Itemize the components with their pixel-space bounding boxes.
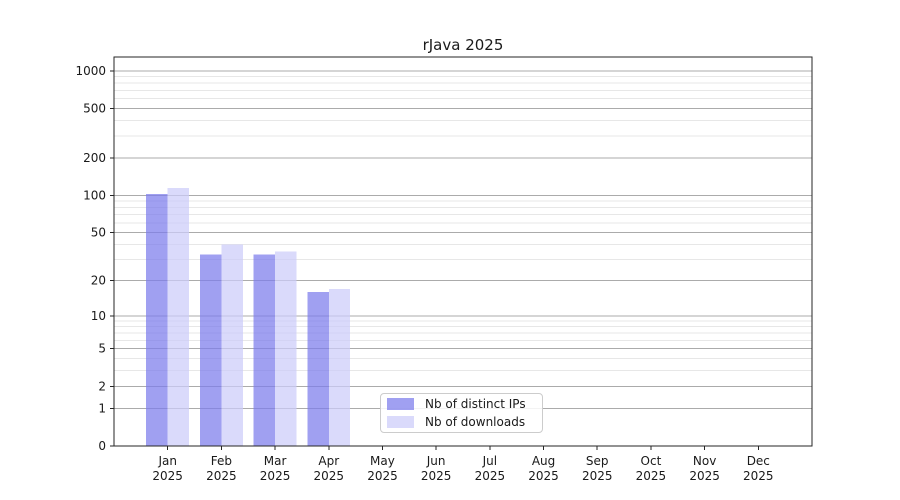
y-axis: 0 1 2 5 10 20 50 100 200 500 1000 (75, 64, 114, 453)
x-tick-label-year: 2025 (636, 469, 667, 483)
x-tick-label-month: Sep (586, 454, 609, 468)
y-tick-label: 5 (98, 342, 106, 356)
x-tick-label-year: 2025 (367, 469, 398, 483)
x-tick-label-month: Jan (157, 454, 177, 468)
x-tick-label-year: 2025 (528, 469, 559, 483)
legend-swatch-distinct-ips (387, 398, 414, 410)
y-tick-label: 10 (91, 309, 106, 323)
gridlines-minor (114, 76, 812, 372)
plot-border (113, 56, 813, 447)
x-tick-label-year: 2025 (260, 469, 291, 483)
bar-feb-ips (199, 254, 222, 446)
x-tick-label-month: Dec (747, 454, 770, 468)
y-tick-label: 20 (91, 274, 106, 288)
x-tick-label-month: Aug (532, 454, 555, 468)
y-tick-label: 500 (83, 102, 106, 116)
y-tick-label: 100 (83, 188, 106, 202)
bar-jan-ips (146, 193, 168, 446)
x-tick-label-month: Feb (211, 454, 232, 468)
x-tick-label-month: Jul (482, 454, 497, 468)
legend: Nb of distinct IPs Nb of downloads (380, 393, 543, 433)
x-tick-label-month: May (370, 454, 395, 468)
bars-distinct-ips (146, 193, 329, 446)
legend-label-distinct-ips: Nb of distinct IPs (425, 397, 526, 411)
legend-entry-distinct-ips: Nb of distinct IPs (387, 396, 542, 412)
x-tick-label-year: 2025 (313, 469, 344, 483)
x-tick-label-month: Apr (318, 454, 339, 468)
legend-swatch-downloads (387, 416, 414, 428)
x-tick-label-year: 2025 (689, 469, 720, 483)
x-tick-label-year: 2025 (475, 469, 506, 483)
x-tick-label-month: Oct (641, 454, 662, 468)
x-tick-label-month: Jun (426, 454, 446, 468)
y-tick-label: 50 (91, 226, 106, 240)
bars-downloads (167, 187, 351, 446)
bar-mar-downloads (275, 251, 297, 446)
bar-apr-downloads (328, 289, 351, 446)
x-tick-label-month: Nov (693, 454, 716, 468)
bar-mar-ips (253, 254, 276, 446)
chart-title: rJava 2025 (422, 36, 504, 54)
y-tick-label: 2 (98, 379, 106, 393)
x-tick-label-year: 2025 (743, 469, 774, 483)
y-tick-label: 0 (98, 439, 106, 453)
bar-apr-ips (307, 292, 329, 446)
legend-entry-downloads: Nb of downloads (387, 414, 542, 430)
y-tick-label: 1000 (75, 64, 106, 78)
bar-jan-downloads (167, 187, 190, 446)
y-tick-label: 1 (98, 401, 106, 415)
x-tick-label-year: 2025 (206, 469, 237, 483)
bar-feb-downloads (221, 244, 243, 446)
x-tick-label-year: 2025 (582, 469, 613, 483)
x-tick-label-year: 2025 (421, 469, 452, 483)
legend-label-downloads: Nb of downloads (425, 415, 526, 429)
x-axis: Jan2025Feb2025Mar2025Apr2025May2025Jun20… (152, 446, 774, 483)
x-tick-label-month: Mar (264, 454, 287, 468)
x-tick-label-year: 2025 (152, 469, 183, 483)
y-tick-label: 200 (83, 151, 106, 165)
